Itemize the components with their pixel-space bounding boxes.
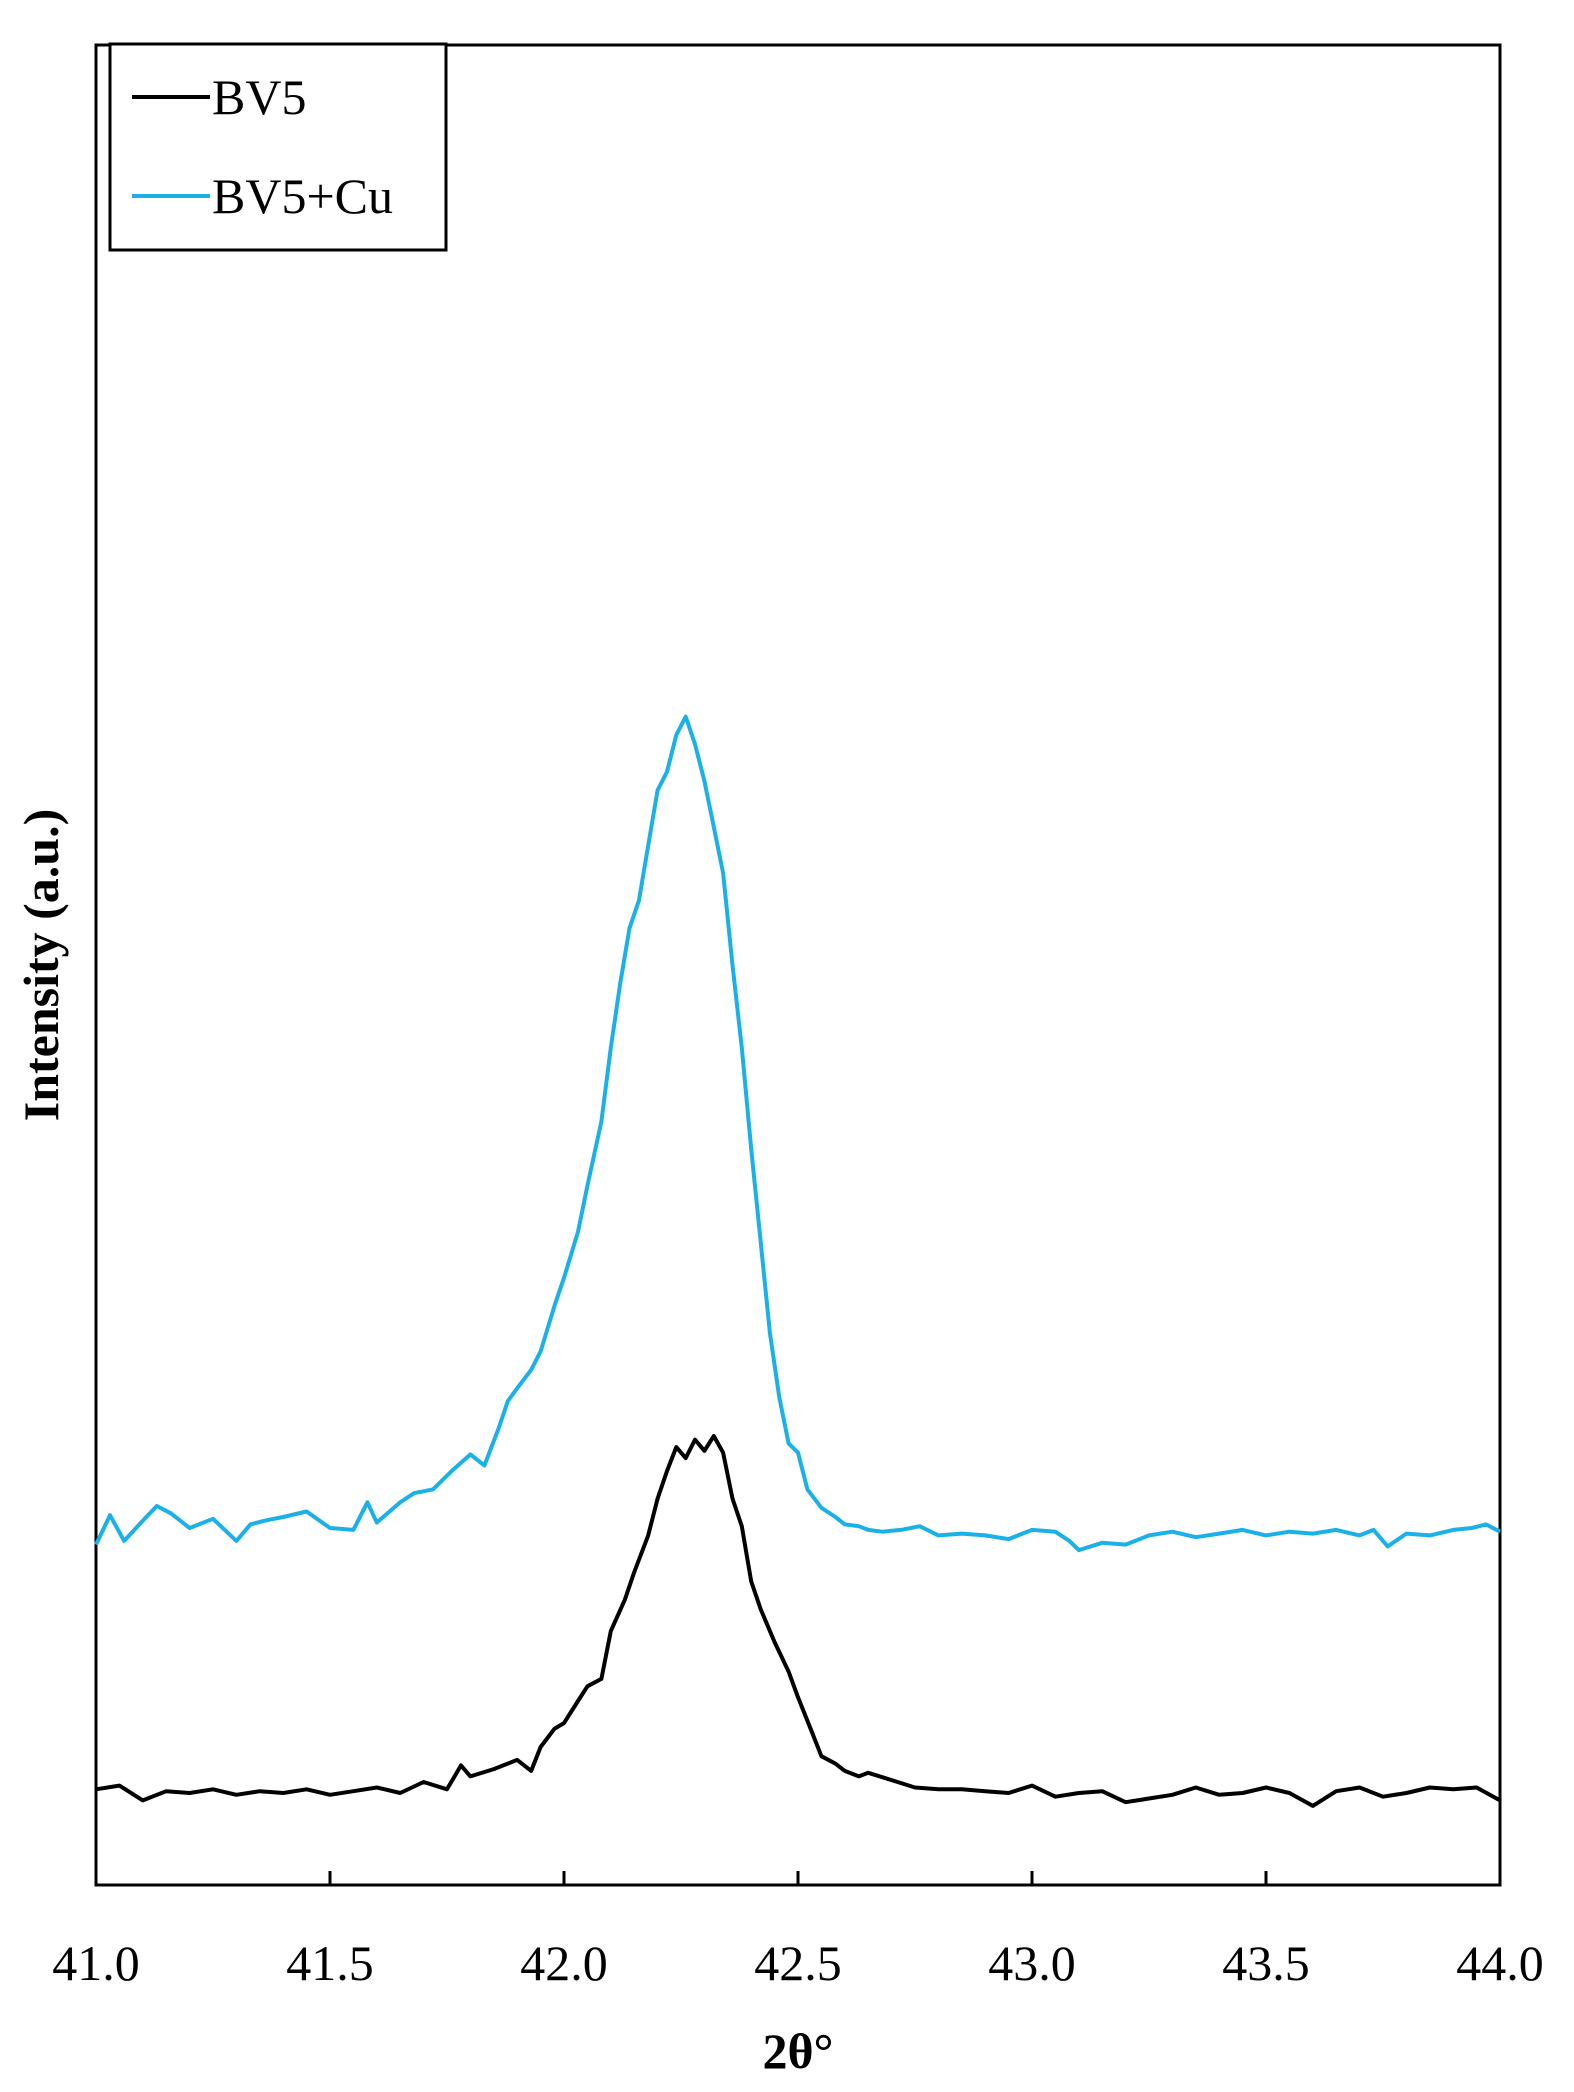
x-tick-label: 42.0 <box>520 1935 608 1991</box>
plot-frame <box>94 43 1502 1887</box>
legend-label-bv5-cu: BV5+Cu <box>212 168 393 224</box>
series-lines <box>94 714 1501 1808</box>
legend-box <box>108 42 448 252</box>
series-line-bv5 <box>95 1434 1501 1808</box>
x-tick-label: 42.5 <box>754 1935 842 1991</box>
x-axis-ticks: 41.0 41.5 42.0 42.5 43.0 43.5 44.0 <box>52 1871 1544 1991</box>
x-tick-label: 41.5 <box>286 1935 374 1991</box>
x-axis-title: 2θ° <box>762 2023 833 2079</box>
series-line-bv5-cu <box>94 714 1501 1553</box>
legend: BV5 BV5+Cu <box>108 42 448 252</box>
legend-label-bv5: BV5 <box>212 69 306 125</box>
y-axis-title: Intensity (a.u.) <box>13 809 69 1122</box>
x-tick-label: 44.0 <box>1456 1935 1544 1991</box>
x-tick-label: 41.0 <box>52 1935 140 1991</box>
x-tick-label: 43.5 <box>1222 1935 1310 1991</box>
x-tick-label: 43.0 <box>988 1935 1076 1991</box>
